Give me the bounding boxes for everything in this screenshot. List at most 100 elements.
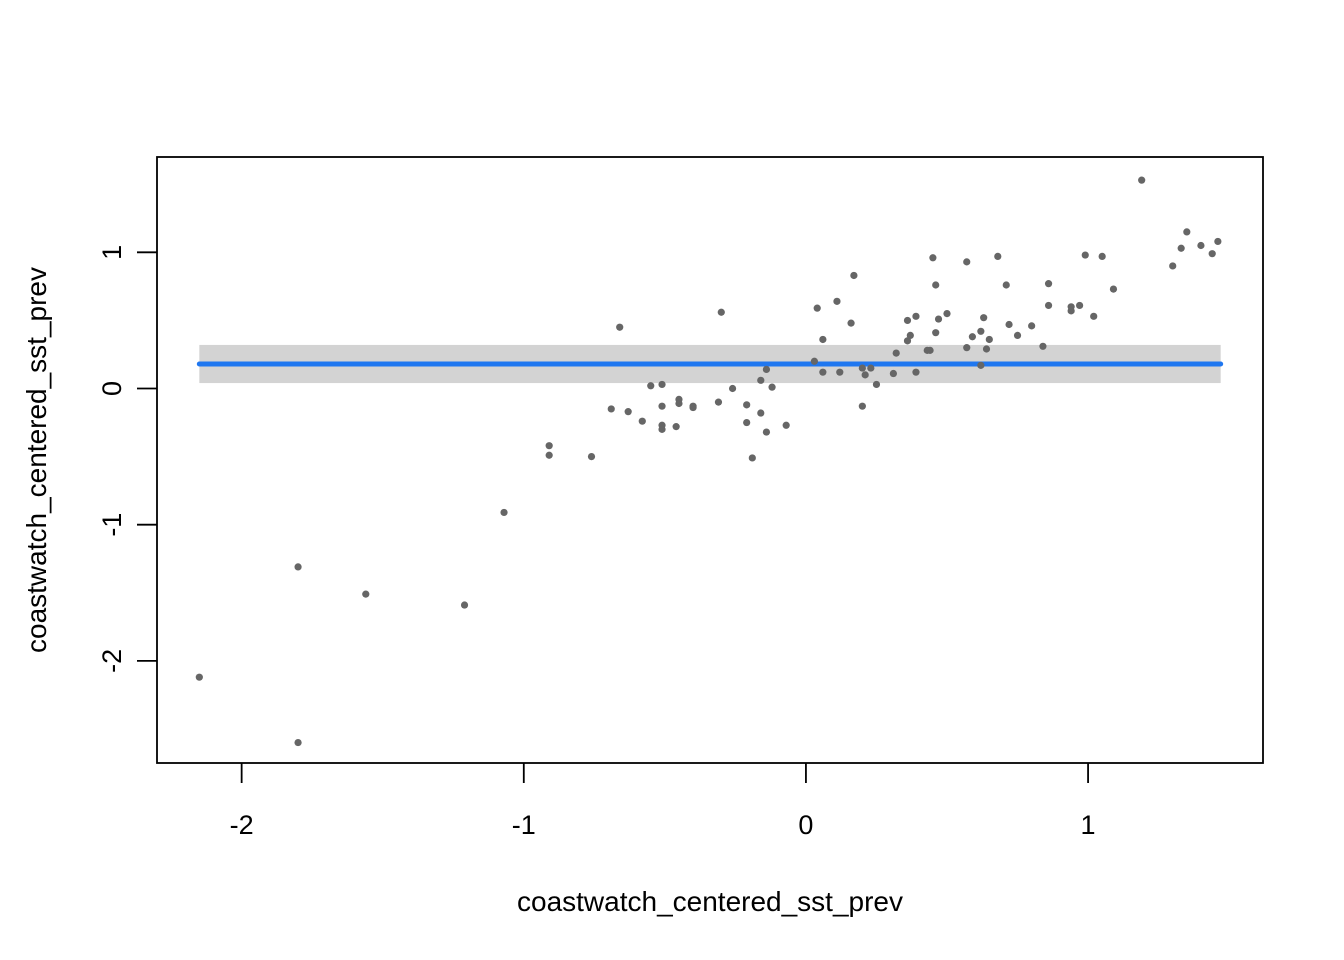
data-point: [624, 408, 632, 416]
y-tick-label: -1: [97, 513, 127, 537]
data-point: [963, 344, 971, 352]
data-point: [362, 590, 370, 598]
data-point: [943, 310, 951, 318]
data-point: [647, 382, 655, 390]
data-point: [658, 425, 666, 433]
data-point: [675, 399, 683, 408]
data-point: [1098, 252, 1106, 261]
data-point: [762, 428, 771, 436]
data-point: [294, 563, 302, 571]
data-point: [980, 314, 988, 322]
data-point: [460, 601, 469, 609]
data-point: [782, 421, 790, 429]
data-point: [1076, 301, 1084, 310]
data-point: [833, 297, 841, 305]
data-point: [294, 738, 302, 747]
data-point: [762, 365, 771, 374]
data-point: [616, 323, 624, 331]
data-point: [1067, 307, 1075, 315]
data-point: [963, 258, 971, 266]
data-point: [757, 409, 765, 417]
data-point: [545, 451, 553, 459]
data-point: [1090, 312, 1098, 320]
data-point: [1028, 322, 1036, 330]
data-point: [858, 402, 866, 410]
data-point: [847, 319, 855, 327]
y-axis: -2 -1 0 1: [97, 245, 157, 673]
data-point: [1081, 251, 1089, 259]
data-point: [743, 418, 751, 427]
data-point: [607, 405, 615, 413]
data-point: [872, 380, 881, 389]
data-point: [926, 346, 934, 354]
data-point: [1002, 281, 1010, 289]
data-point: [892, 349, 900, 357]
data-point: [985, 335, 993, 344]
x-tick-label: -1: [512, 810, 536, 840]
data-point: [768, 383, 776, 391]
data-point: [195, 673, 203, 681]
data-point: [912, 312, 920, 320]
data-point: [1109, 285, 1118, 293]
y-tick-label: -2: [97, 649, 127, 673]
data-point: [836, 368, 844, 376]
x-axis: -2 -1 0 1: [230, 763, 1096, 840]
data-point: [748, 454, 756, 462]
data-point: [728, 384, 737, 393]
data-point: [658, 402, 666, 410]
data-point: [658, 380, 666, 389]
x-tick-label: 1: [1081, 810, 1096, 840]
data-point: [903, 316, 912, 325]
data-point: [1197, 241, 1205, 250]
data-point: [714, 398, 723, 406]
data-point: [1183, 228, 1191, 236]
x-axis-title: coastwatch_centered_sst_prev: [517, 886, 903, 917]
data-point: [858, 364, 866, 372]
data-point: [1044, 280, 1053, 288]
data-point: [867, 364, 875, 372]
data-point: [1177, 244, 1185, 252]
data-point: [500, 508, 508, 517]
x-tick-label: 0: [798, 810, 813, 840]
data-point: [1013, 331, 1022, 339]
data-point: [587, 452, 596, 461]
data-point: [977, 361, 985, 369]
data-point: [982, 345, 991, 353]
data-point: [977, 327, 985, 335]
data-point: [912, 368, 920, 376]
data-point: [819, 368, 827, 376]
data-point: [1214, 237, 1222, 246]
data-point: [906, 331, 914, 339]
data-point: [1138, 176, 1146, 184]
y-tick-label: 0: [97, 381, 127, 396]
data-point: [968, 333, 976, 341]
data-point: [545, 442, 553, 450]
data-point: [861, 371, 869, 379]
data-point: [1208, 250, 1216, 258]
data-point: [672, 423, 680, 431]
data-point: [1039, 342, 1047, 350]
data-point: [743, 401, 751, 409]
data-point: [638, 417, 646, 425]
y-tick-label: 1: [97, 245, 127, 260]
data-point: [903, 337, 912, 345]
plot-frame: [156, 156, 1264, 764]
data-points-layer: [195, 176, 1222, 747]
y-axis-title: coastwatch_centered_sst_prev: [21, 267, 52, 653]
data-point: [1044, 301, 1053, 310]
data-point: [717, 308, 725, 316]
data-point: [889, 369, 897, 378]
data-point: [850, 271, 858, 280]
data-point: [932, 281, 940, 289]
data-point: [934, 315, 943, 323]
data-point: [1005, 320, 1013, 329]
x-tick-label: -2: [230, 810, 254, 840]
data-point: [932, 329, 940, 337]
data-point: [813, 304, 821, 312]
data-point: [689, 403, 697, 412]
data-point: [819, 335, 827, 344]
data-point: [757, 376, 765, 384]
data-point: [1169, 262, 1177, 270]
data-point: [994, 252, 1002, 261]
